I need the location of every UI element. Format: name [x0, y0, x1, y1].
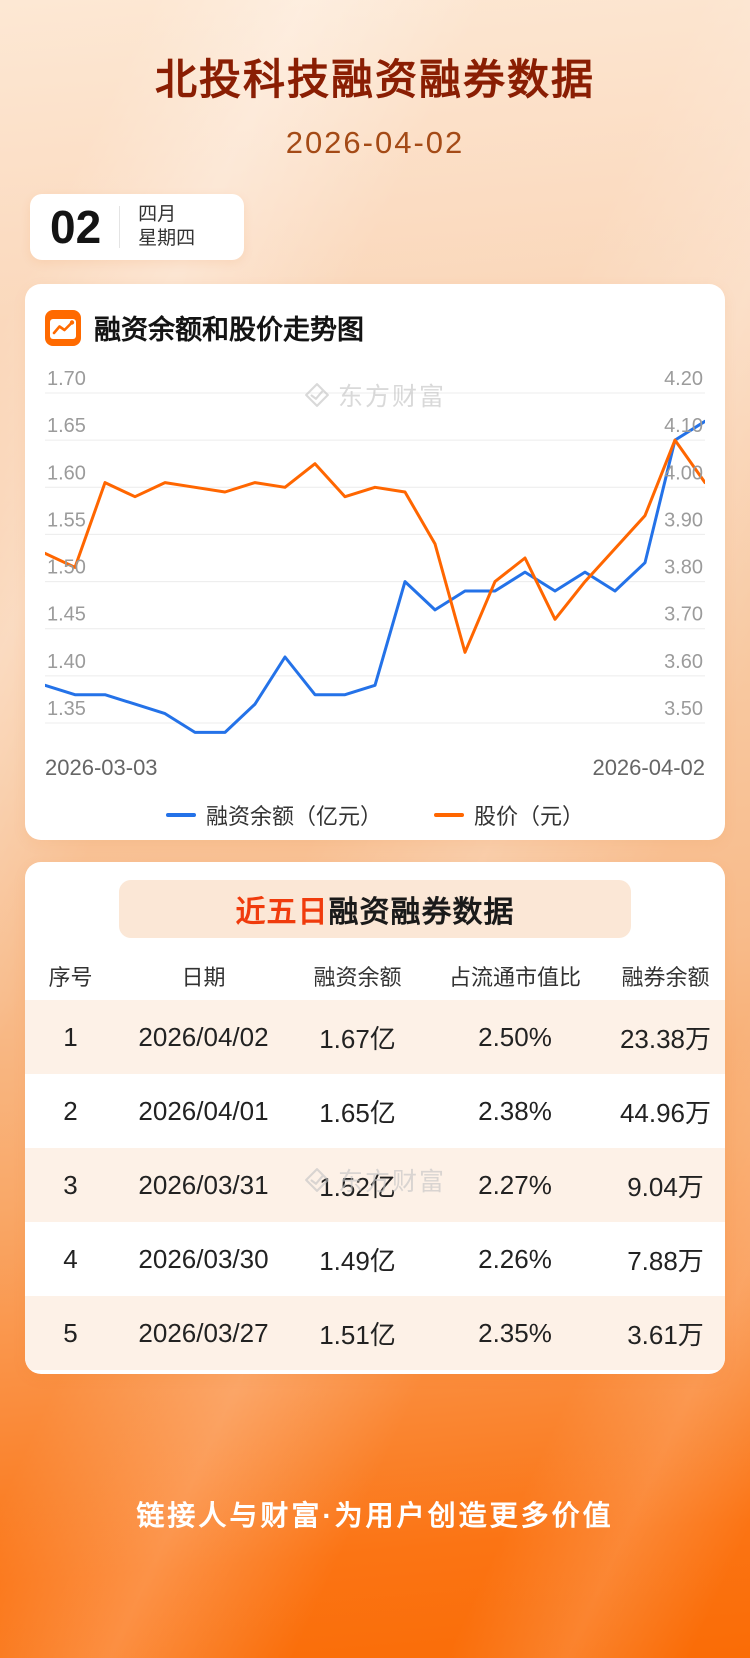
series-line-price [45, 438, 705, 654]
table-cell: 1.49亿 [319, 1245, 396, 1276]
table-body: 1 2026/04/02 1.67亿 2.50% 23.38万 2 2026/04/01 1.… [25, 1000, 725, 1370]
left-axis-tick-label: 1.60 [47, 462, 86, 484]
chart-card: 融资余额和股价走势图 1.70 4.20 1.65 4.10 1.60 4.00 1.55 3… [25, 284, 725, 840]
chart-area: 1.70 4.20 1.65 4.10 1.60 4.00 1.55 3.90 1.50 3.80… [45, 359, 705, 751]
left-axis-tick-label: 1.40 [47, 651, 86, 673]
table-cell: 2 [63, 1095, 78, 1126]
date-badge-divider [119, 206, 121, 248]
date-badge-month: 四月 [138, 203, 177, 225]
right-axis-tick-label: 3.90 [664, 509, 703, 531]
left-axis-tick-label: 1.70 [47, 368, 86, 390]
trend-chart: 1.70 4.20 1.65 4.10 1.60 4.00 1.55 3.90 1.50 3.80… [45, 368, 705, 734]
legend-item: 融资余额（亿元） [165, 799, 382, 831]
table-cell: 2026/04/02 [138, 1021, 269, 1052]
x-axis-end-label: 2026-04-02 [592, 755, 705, 780]
left-axis-tick-label: 1.45 [47, 604, 86, 626]
page-title: 北投科技融资融券数据 [154, 56, 595, 103]
date-badge: 02 四月 星期四 [30, 194, 244, 260]
left-axis-tick-label: 1.55 [47, 509, 86, 531]
table-card: 近五日 融资融券数据 序号 日期 融资余额 占流通市值比 融券余额 1 2026/04/02… [25, 862, 725, 1374]
table-cell: 2.27% [478, 1169, 552, 1200]
right-axis-tick-label: 3.80 [664, 557, 703, 579]
table-row: 4 2026/03/30 1.49亿 2.26% 7.88万 [25, 1222, 725, 1296]
table-cell: 7.88万 [627, 1245, 704, 1276]
right-axis-tick-label: 3.70 [664, 604, 703, 626]
table-cell: 1.52亿 [319, 1171, 396, 1202]
date-badge-weekday: 星期四 [138, 227, 196, 249]
chart-card-header: 融资余额和股价走势图 [45, 308, 705, 347]
right-axis-tick-label: 4.10 [664, 415, 703, 437]
table-cell: 44.96万 [619, 1097, 712, 1128]
column-header: 融券余额 [621, 965, 710, 990]
legend-item: 股价（元） [434, 799, 584, 831]
left-axis-tick-label: 1.65 [47, 415, 86, 437]
column-header: 占流通市值比 [448, 965, 581, 990]
footer: 链接人与财富·为用户创造更多价值 [0, 1494, 750, 1534]
table-title-highlight: 近五日 [235, 896, 329, 929]
legend-line-swatch [165, 813, 196, 817]
column-header: 融资余额 [313, 965, 402, 990]
table-cell: 4 [63, 1243, 78, 1274]
table-cell: 3.61万 [627, 1319, 704, 1350]
table-cell: 2.26% [478, 1243, 552, 1274]
table-title-badge: 近五日 融资融券数据 [119, 880, 631, 938]
table-row: 3 2026/03/31 1.52亿 2.27% 9.04万 [25, 1148, 725, 1222]
left-axis-tick-label: 1.50 [47, 557, 86, 579]
chart-title: 融资余额和股价走势图 [94, 315, 364, 345]
table-row: 1 2026/04/02 1.67亿 2.50% 23.38万 [25, 1000, 725, 1074]
x-axis-labels: 2026-03-03 2026-04-02 [45, 755, 705, 781]
date-badge-month-weekday: 四月 星期四 [138, 203, 196, 250]
footer-slogan: 链接人与财富·为用户创造更多价值 [136, 1500, 614, 1531]
margin-data-table: 序号 日期 融资余额 占流通市值比 融券余额 1 2026/04/02 1.67亿 2.50%… [25, 952, 725, 1370]
line-chart-icon [45, 309, 81, 346]
table-cell: 2026/03/27 [138, 1317, 269, 1348]
date-badge-day: 02 [50, 201, 102, 253]
table-row: 5 2026/03/27 1.51亿 2.35% 3.61万 [25, 1296, 725, 1370]
table-row: 2 2026/04/01 1.65亿 2.38% 44.96万 [25, 1074, 725, 1148]
table-cell: 2.35% [478, 1317, 552, 1348]
table-cell: 2026/04/01 [138, 1095, 269, 1126]
table-cell: 2026/03/30 [138, 1243, 269, 1274]
legend-label: 融资余额（亿元） [205, 804, 382, 829]
table-cell: 2026/03/31 [138, 1169, 269, 1200]
table-cell: 1.65亿 [319, 1097, 396, 1128]
column-header: 日期 [181, 965, 226, 990]
left-axis-tick-label: 1.35 [47, 698, 86, 720]
legend-label: 股价（元） [474, 804, 585, 829]
table-cell: 3 [63, 1169, 78, 1200]
right-axis-tick-label: 3.50 [664, 698, 703, 720]
header-date: 2026-04-02 [285, 125, 465, 160]
table-cell: 1.51亿 [319, 1319, 396, 1350]
column-header: 序号 [48, 965, 93, 990]
right-axis-tick-label: 4.00 [664, 462, 703, 484]
right-axis-tick-label: 3.60 [664, 651, 703, 673]
table-cell: 5 [63, 1317, 78, 1348]
table-cell: 9.04万 [627, 1171, 704, 1202]
table-title-rest: 融资融券数据 [328, 896, 515, 929]
table-cell: 2.38% [478, 1095, 552, 1126]
legend-line-swatch [434, 813, 464, 817]
table-cell: 23.38万 [619, 1023, 712, 1054]
table-header-row: 序号 日期 融资余额 占流通市值比 融券余额 [25, 952, 725, 1000]
table-cell: 1 [63, 1021, 78, 1052]
series-line-margin-balance [45, 419, 705, 734]
table-cell: 2.50% [478, 1021, 552, 1052]
chart-legend: 融资余额（亿元） 股价（元） [45, 799, 705, 831]
right-axis-tick-label: 4.20 [664, 368, 703, 390]
table-cell: 1.67亿 [319, 1023, 396, 1054]
x-axis-start-label: 2026-03-03 [45, 755, 158, 780]
header: 北投科技融资融券数据 2026-04-02 [0, 46, 750, 161]
